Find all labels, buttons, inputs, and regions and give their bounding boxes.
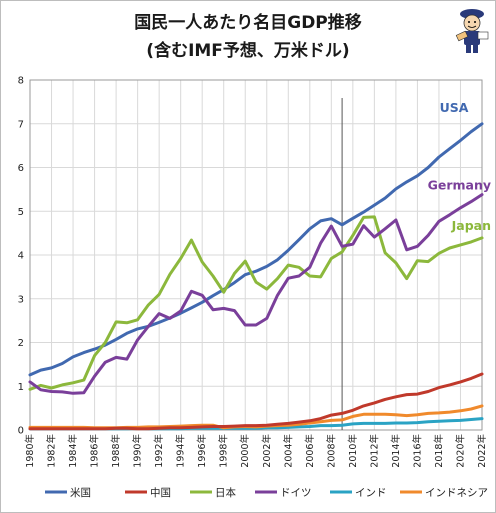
x-tick-label: 2006年 xyxy=(304,434,316,468)
x-tick-label: 1982年 xyxy=(46,434,58,468)
x-tick-label: 2014年 xyxy=(390,434,402,468)
legend-label-japan: 日本 xyxy=(215,486,236,499)
legend-label-usa: 米国 xyxy=(70,486,91,499)
annotation-germany: Germany xyxy=(428,178,491,193)
y-tick-label: 2 xyxy=(18,338,24,349)
legend: 米国 中国 日本 ドイツ インド インドネシア xyxy=(45,486,488,499)
x-tick-label: 2008年 xyxy=(325,434,337,468)
annotation-japan: Japan xyxy=(451,218,491,233)
x-tick-label: 1980年 xyxy=(24,434,36,468)
annotation-usa: USA xyxy=(440,100,469,115)
y-tick-label: 7 xyxy=(18,119,24,130)
legend-label-china: 中国 xyxy=(150,486,171,499)
x-tick-label: 2022年 xyxy=(476,434,488,468)
legend-label-india: インド xyxy=(355,487,387,499)
x-tick-label: 2020年 xyxy=(454,434,466,468)
axes: 0 1 2 3 4 5 6 7 8 1980年 1982年 1984年 1986年 1988年 1990年 1… xyxy=(18,76,488,468)
x-tick-label: 1996年 xyxy=(196,434,208,468)
series-line-china xyxy=(28,372,484,431)
x-tick-label: 1984年 xyxy=(67,434,79,468)
student-mascot-icon xyxy=(455,9,489,53)
x-tick-label: 2010年 xyxy=(347,434,359,468)
series-lines xyxy=(28,122,484,431)
x-tick-label: 1988年 xyxy=(110,434,122,468)
x-tick-label: 1994年 xyxy=(175,434,187,468)
x-tick-label: 2002年 xyxy=(261,434,273,468)
chart-subtitle: (含むIMF予想、万米ドル) xyxy=(146,41,350,61)
x-tick-label: 1992年 xyxy=(153,434,165,468)
series-line-germany xyxy=(28,193,484,395)
y-tick-label: 4 xyxy=(18,251,24,262)
x-tick-label: 2012年 xyxy=(368,434,380,468)
y-tick-label: 3 xyxy=(18,294,24,305)
legend-label-indonesia: インドネシア xyxy=(425,487,488,499)
chart-title: 国民一人あたり名目GDP推移 xyxy=(134,13,362,33)
y-tick-label: 0 xyxy=(18,426,24,437)
series-line-usa xyxy=(28,122,484,377)
series-annotations: USA Germany Japan xyxy=(428,100,491,233)
y-tick-label: 6 xyxy=(18,163,24,174)
grid-lines xyxy=(29,79,483,431)
plot-area-border xyxy=(29,79,483,431)
y-tick-label: 1 xyxy=(18,382,24,393)
legend-label-germany: ドイツ xyxy=(280,487,312,499)
x-tick-label: 1986年 xyxy=(89,434,101,468)
x-tick-label: 2000年 xyxy=(239,434,251,468)
x-tick-label: 2016年 xyxy=(411,434,423,468)
x-tick-label: 2018年 xyxy=(433,434,445,468)
x-tick-label: 2004年 xyxy=(282,434,294,468)
x-tick-label: 1990年 xyxy=(132,434,144,468)
x-tick-label: 1998年 xyxy=(218,434,230,468)
y-tick-label: 5 xyxy=(18,207,24,218)
y-tick-label: 8 xyxy=(18,76,24,87)
series-line-japan xyxy=(28,215,484,391)
